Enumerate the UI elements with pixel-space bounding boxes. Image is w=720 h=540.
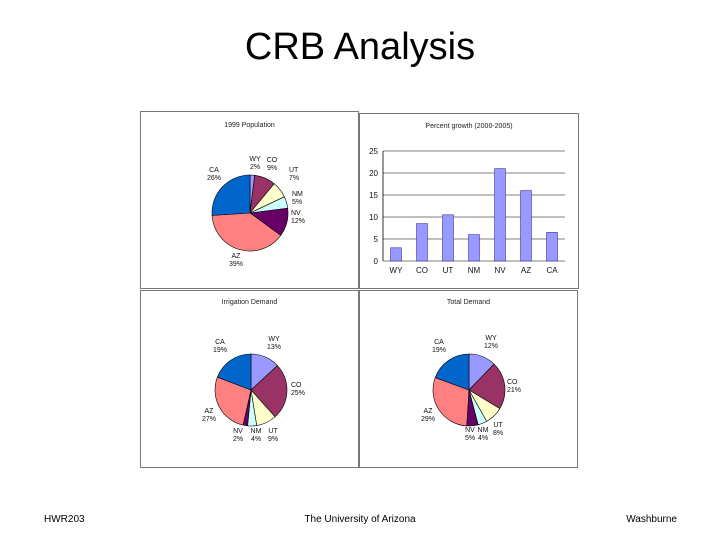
- growth-xtick-wy: WY: [390, 266, 404, 275]
- slide-title: CRB Analysis: [244, 26, 476, 68]
- irrigation-pie-label-nv: NV 2%: [233, 428, 243, 443]
- growth-ytick-3: 15: [369, 191, 378, 200]
- total-demand-pie-chart: WY 12% CO 21% UT 8% NM 4%NV 5% AZ 29% CA 19%: [421, 335, 521, 442]
- irrigation-pie-panel: Irrigation Demand WY 13% CO 25% UT 9% NM 4% NV 2%…: [140, 290, 359, 468]
- irrigation-pie-slice-co: [250, 365, 288, 418]
- total-demand-pie-slice-ca: [434, 353, 470, 391]
- total-demand-pie-label-ut: UT 8%: [493, 422, 503, 437]
- population-pie-label-az: AZ 39%: [229, 253, 243, 268]
- total-demand-pie-slice-co: [468, 363, 506, 410]
- footer-author: Washburne: [626, 514, 677, 525]
- growth-bar-chart: 0 5 10 15 20 25 WY CO UT NM NV AZ CA: [369, 147, 565, 275]
- growth-xtick-nv: NV: [494, 266, 506, 275]
- irrigation-pie-label-co: CO 25%: [291, 382, 305, 397]
- total-demand-pie-panel: Total Demand WY 12% CO 21% UT 8% NM 4% NV 5% AZ 29%…: [359, 290, 578, 468]
- growth-xtick-nm: NM: [468, 266, 481, 275]
- growth-bar-nv: [494, 168, 506, 262]
- population-pie-panel: 1999 Population WY 2% CO 9% UT 7% NM 5% NV 12% AZ 3…: [140, 111, 359, 289]
- population-pie-label-ut: UT 7%: [289, 167, 299, 182]
- footer-course: HWR203: [44, 514, 85, 525]
- growth-ytick-5: 25: [369, 147, 378, 156]
- irrigation-pie-slice-ca: [216, 353, 252, 391]
- total-demand-pie-label-nv: NV 5%: [465, 427, 475, 442]
- growth-ytick-1: 5: [374, 235, 379, 244]
- population-pie-label-co: CO 9%: [267, 157, 278, 172]
- growth-ytick-2: 10: [369, 213, 378, 222]
- growth-ytick-4: 20: [369, 169, 378, 178]
- population-pie-label-nv: NV 12%: [291, 210, 305, 225]
- growth-bar-panel: Percent growth (2000-2005) 0 5 10 15 20 25 WY C…: [359, 113, 579, 289]
- total-demand-pie-label-ca: CA 19%: [432, 339, 446, 354]
- growth-bar-co: [416, 223, 428, 262]
- irrigation-pie-title: Irrigation Demand: [221, 299, 278, 306]
- total-demand-pie-label-az: AZ 29%: [421, 408, 435, 423]
- total-demand-pie-label-wy: WY 12%: [484, 335, 498, 350]
- total-demand-pie-label-co: CO 21%: [507, 379, 521, 394]
- irrigation-pie-label-az: AZ 27%: [202, 408, 216, 423]
- population-pie-label-wy: WY 2%: [249, 156, 261, 171]
- growth-bar-ut: [442, 214, 454, 262]
- population-pie-slice-az: [211, 212, 282, 252]
- total-demand-pie-label-nm: NM 4%: [478, 427, 489, 442]
- population-pie-label-nm: NM 5%: [292, 191, 303, 206]
- population-pie-slice-ca: [211, 174, 251, 216]
- growth-xtick-co: CO: [416, 266, 428, 275]
- irrigation-pie-label-ca: CA 19%: [213, 339, 227, 354]
- growth-xtick-ca: CA: [546, 266, 558, 275]
- population-pie-title: 1999 Population: [224, 122, 275, 129]
- growth-bar-title: Percent growth (2000-2005): [425, 123, 513, 130]
- irrigation-pie-chart: WY 13% CO 25% UT 9% NM 4% NV 2% AZ 27% CA 19%: [202, 336, 305, 443]
- growth-xtick-ut: UT: [443, 266, 454, 275]
- growth-bar-az: [520, 190, 532, 262]
- footer-university: The University of Arizona: [304, 514, 416, 525]
- irrigation-pie-slice-az: [214, 376, 252, 426]
- growth-bar-ca: [546, 232, 558, 262]
- population-pie-label-ca: CA 26%: [207, 167, 221, 182]
- irrigation-pie-label-ut: UT 9%: [268, 428, 278, 443]
- total-demand-pie-title: Total Demand: [446, 299, 491, 306]
- growth-ytick-0: 0: [374, 257, 379, 266]
- irrigation-pie-label-nm: NM 4%: [251, 428, 262, 443]
- population-pie-chart: WY 2% CO 9% UT 7% NM 5% NV 12% AZ 39% CA 26%: [207, 156, 305, 268]
- growth-bar-wy: [390, 247, 402, 262]
- growth-xtick-az: AZ: [521, 266, 531, 275]
- growth-bar-nm: [468, 234, 480, 262]
- total-demand-pie-slice-az: [432, 377, 470, 427]
- irrigation-pie-label-wy: WY 13%: [267, 336, 281, 351]
